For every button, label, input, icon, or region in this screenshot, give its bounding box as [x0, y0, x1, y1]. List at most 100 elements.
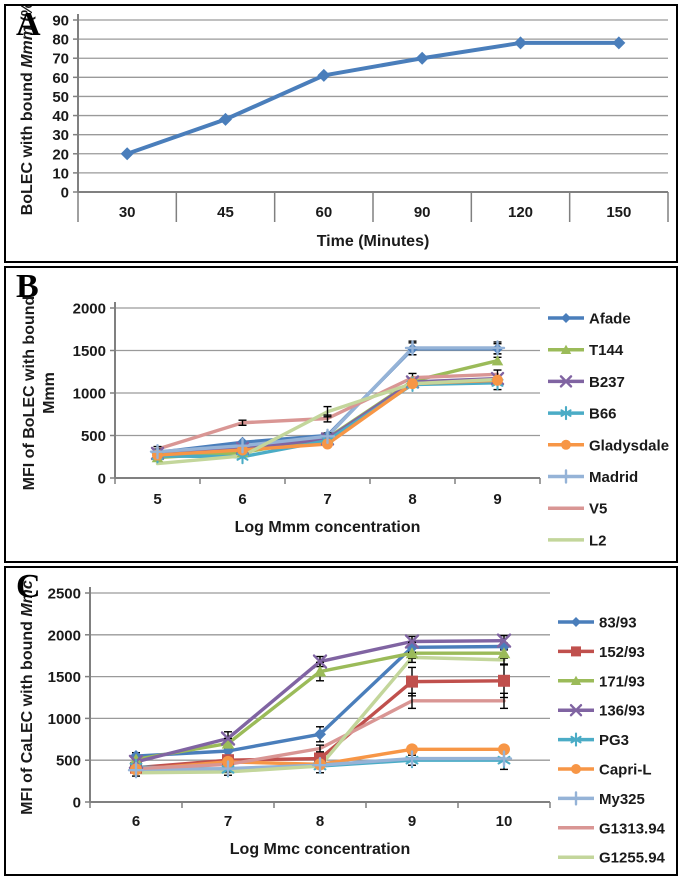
panel-c: C 0 500 1000 1500 2000 2500 6 7 8 9 10 Log Mmc conc… — [4, 566, 678, 876]
legend-item-B237: B237 — [548, 374, 625, 391]
marker-circle — [407, 378, 418, 390]
y-axis-title: Mmm — [41, 372, 58, 414]
x-tick-label: 7 — [224, 813, 232, 830]
marker-plus — [219, 760, 237, 777]
y-tick-label: 10 — [52, 165, 69, 182]
marker-triangle — [491, 355, 504, 366]
marker-triangle — [405, 647, 419, 659]
x-tick-label: 60 — [315, 204, 332, 221]
marker-plus — [495, 750, 513, 767]
legend-item-L2: L2 — [548, 532, 607, 549]
legend: Afade T144 B237 B66 Gladysdale Madrid V5 L2 — [548, 311, 669, 549]
legend-item-Afade: Afade — [548, 311, 631, 328]
legend-label: G1313.94 — [599, 820, 666, 837]
legend-label: Madrid — [589, 469, 638, 486]
marker-diamond — [415, 51, 429, 65]
chart-a-canvas: 0 10 20 30 40 50 60 70 80 90 30 45 60 90 120 150 Time (M… — [6, 6, 676, 261]
x-axis-title: Log Mmm concentration — [235, 519, 421, 536]
y-tick-label: 1000 — [48, 711, 81, 728]
marker-diamond — [317, 68, 331, 82]
legend: 83/93 152/93 171/93 136/93 PG3 Capri-L My325 G1… — [558, 615, 666, 867]
marker-square — [571, 646, 581, 657]
y-tick-label: 500 — [56, 753, 81, 770]
marker-diamond — [561, 313, 571, 323]
axes — [85, 587, 551, 808]
marker-plus — [404, 340, 421, 356]
x-axis-title: Log Mmc concentration — [230, 841, 410, 858]
marker-diamond — [612, 36, 626, 50]
legend-item-83-93: 83/93 — [558, 615, 637, 632]
legend-label: Afade — [589, 311, 631, 328]
marker-diamond — [219, 112, 232, 126]
marker-x — [312, 654, 328, 669]
marker-plus — [558, 469, 574, 484]
marker-diamond — [120, 147, 134, 161]
marker-x — [220, 731, 236, 746]
legend-label: B66 — [589, 406, 617, 423]
marker-square — [406, 675, 418, 688]
legend-label: PG3 — [599, 732, 629, 749]
marker-plus — [319, 428, 336, 445]
marker-circle — [406, 743, 418, 756]
marker-triangle — [497, 647, 511, 659]
chart-b-canvas: 0 500 1000 1500 2000 5 6 7 8 9 Log Mmm concentrati… — [6, 268, 676, 561]
legend-item-My325: My325 — [558, 791, 645, 808]
x-tick-label: 6 — [132, 813, 140, 830]
marker-triangle — [570, 675, 582, 686]
marker-triangle — [560, 344, 572, 354]
legend-label: Capri-L — [599, 762, 652, 779]
series-line-BoLEC-with-bound-Mmm — [125, 40, 621, 156]
y-tick-label: 1500 — [48, 669, 81, 686]
y-tick-label: 0 — [73, 795, 81, 812]
chart-b-svg: 0 500 1000 1500 2000 5 6 7 8 9 Log Mmm concentrati… — [21, 296, 669, 550]
y-tick-label: 90 — [52, 13, 69, 30]
y-axis-title: BoLEC with bound Mmm (%) — [19, 6, 36, 215]
axes — [110, 302, 541, 484]
marker-x — [404, 634, 420, 649]
marker-circle — [492, 374, 503, 386]
marker-plus — [127, 762, 145, 779]
legend-item-Madrid: Madrid — [548, 469, 638, 486]
x-axis-title: Time (Minutes) — [317, 233, 430, 250]
chart-c-svg: 0 500 1000 1500 2000 2500 6 7 8 9 10 Log Mmc concen… — [19, 580, 666, 867]
y-tick-label: 40 — [52, 108, 69, 125]
marker-plus — [568, 791, 584, 806]
y-tick-label: 2000 — [73, 301, 106, 318]
y-axis-title: MFI of BoLEC with bound — [21, 296, 38, 491]
legend-label: Gladysdale — [589, 437, 669, 454]
y-tick-label: 2000 — [48, 627, 81, 644]
legend-label: L2 — [589, 532, 607, 549]
marker-plus — [489, 340, 506, 356]
legend-label: G1255.94 — [599, 850, 666, 867]
legend-item-Capri-L: Capri-L — [558, 762, 652, 779]
legend-label: 83/93 — [599, 615, 637, 632]
chart-a-svg: 0 10 20 30 40 50 60 70 80 90 30 45 60 90 120 150 Time (M… — [19, 6, 669, 250]
y-tick-label: 70 — [52, 51, 69, 68]
marker-diamond — [571, 617, 581, 627]
x-tick-label: 150 — [606, 204, 631, 221]
marker-asterisk — [570, 732, 582, 747]
legend-item-G1255-94: G1255.94 — [558, 850, 666, 867]
x-tick-label: 10 — [496, 813, 513, 830]
axes — [73, 14, 669, 222]
y-tick-label: 50 — [52, 89, 69, 106]
panel-b-letter: B — [16, 268, 39, 305]
marker-circle — [498, 743, 510, 756]
y-tick-label: 0 — [61, 185, 69, 202]
legend-label: 136/93 — [599, 703, 645, 720]
legend-item-171-93: 171/93 — [558, 673, 645, 690]
marker-diamond — [314, 728, 326, 741]
marker-diamond — [514, 36, 527, 50]
panel-a-letter: A — [16, 6, 41, 43]
y-tick-label: 20 — [52, 146, 69, 163]
panel-a: A 0 10 20 30 40 50 60 70 80 90 30 45 60 90 120 150 Time … — [4, 4, 678, 263]
x-tick-label: 8 — [408, 491, 416, 508]
marker-triangle — [313, 665, 327, 677]
y-tick-label: 1500 — [73, 343, 106, 360]
legend-item-PG3: PG3 — [558, 732, 629, 749]
legend-item-136-93: 136/93 — [558, 703, 645, 720]
legend-label: V5 — [589, 501, 607, 518]
legend-item-Gladysdale: Gladysdale — [548, 437, 669, 454]
x-tick-label: 45 — [217, 204, 234, 221]
